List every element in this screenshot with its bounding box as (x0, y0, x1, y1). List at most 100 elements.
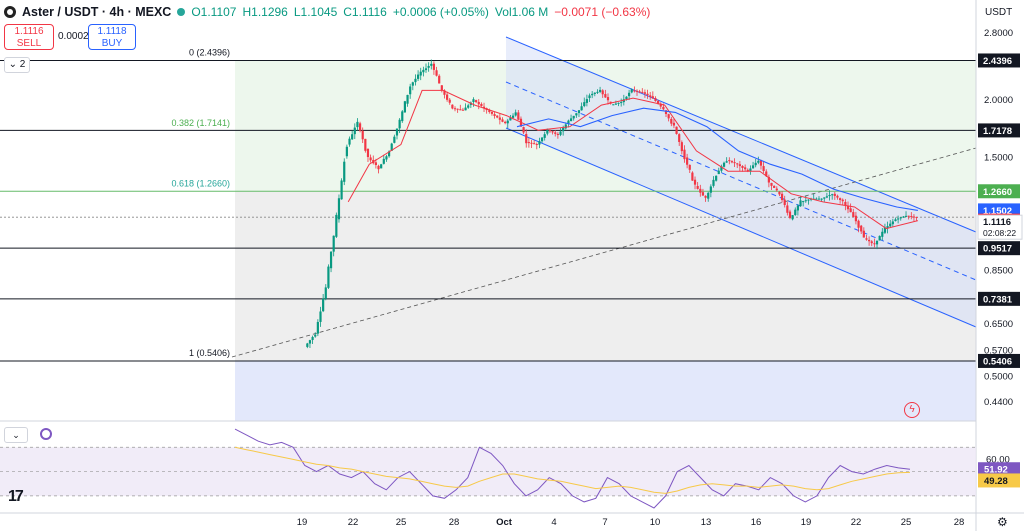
candle-body (493, 114, 496, 117)
candle-body (577, 110, 581, 114)
rsi-ma-tag-bg (978, 473, 1020, 488)
candle-body (678, 134, 681, 142)
ohlc-high: H1.1296 (242, 5, 288, 19)
candle-body (672, 122, 676, 126)
candle-body (846, 205, 850, 210)
level-tag-3-bg (978, 241, 1020, 256)
time-axis[interactable]: 19 22 25 28 Oct 4 7 10 13 16 19 22 25 28 (297, 517, 965, 528)
candle-body (883, 227, 887, 233)
candle-body (854, 215, 858, 222)
y-tick-label-2: 1.5000 (984, 152, 1013, 163)
candle-body (804, 200, 807, 202)
candle-body (675, 126, 678, 134)
gear-icon[interactable]: ⚙ (997, 515, 1008, 529)
candle-body (435, 70, 438, 76)
candle-body (754, 162, 757, 166)
candle-body (791, 215, 794, 220)
candle-body (670, 118, 673, 124)
candle-body (533, 143, 536, 145)
x-tick-label-1: 22 (348, 517, 359, 528)
candle-body (852, 212, 855, 217)
symbol-title[interactable]: Aster / USDT · 4h · MEXC (22, 5, 172, 19)
candle-body (329, 251, 333, 269)
fib-label-0: 0 (2.4396) (189, 47, 230, 57)
candle-body (765, 171, 768, 177)
candle-body (686, 157, 689, 165)
ma-long-line (516, 107, 918, 211)
rsi-settings-icon[interactable] (40, 428, 52, 440)
candle-body (831, 194, 834, 196)
currency-label[interactable]: USDT (985, 7, 1013, 18)
sell-button[interactable]: 1.1116 SELL (4, 24, 54, 50)
volume-change: −0.0071 (−0.63%) (554, 5, 651, 19)
candle-body (620, 102, 623, 104)
candle-body (651, 96, 654, 99)
candle-body (393, 136, 396, 143)
candle-body (403, 101, 407, 113)
x-tick-label-3: 28 (449, 517, 460, 528)
channel-lower-line (505, 127, 977, 328)
candle-body (382, 158, 385, 164)
candle-body (680, 142, 683, 152)
candle-body (564, 124, 567, 129)
candle-body (583, 102, 586, 107)
x-tick-label-13: 28 (954, 517, 965, 528)
y-tick-label-1: 2.0000 (984, 95, 1013, 106)
candle-body (630, 89, 633, 93)
candle-body (477, 101, 480, 105)
candle-body (744, 167, 747, 170)
candle-body (562, 127, 565, 132)
candle-body (598, 89, 602, 92)
candle-body (482, 106, 486, 109)
level-tag-1-bg (978, 123, 1020, 138)
candle-body (548, 130, 552, 132)
indicators-toggle[interactable]: ⌄ 2 (4, 57, 30, 73)
candle-body (904, 215, 908, 217)
candle-body (540, 137, 544, 142)
candle-body (633, 90, 636, 92)
buy-price: 1.1118 (97, 26, 127, 37)
candle-body (554, 132, 557, 134)
candle-body (506, 120, 509, 124)
candle-body (501, 119, 504, 122)
candle-body (546, 128, 549, 134)
candle-body (910, 216, 913, 218)
rsi-tick-0: 60.00 (986, 454, 1010, 465)
x-tick-label-7: 10 (650, 517, 661, 528)
rsi-collapse-toggle[interactable]: ⌄ (4, 427, 28, 443)
candle-body (807, 199, 810, 201)
fib-zone-lower (235, 360, 976, 421)
horizontal-levels[interactable] (0, 59, 976, 362)
candle-body (728, 160, 731, 162)
candle-body (504, 121, 507, 124)
candle-body (585, 99, 588, 103)
alert-bolt-icon[interactable]: ϟ (904, 402, 920, 418)
buy-button[interactable]: 1.1118 BUY (88, 24, 136, 50)
candle-body (511, 115, 515, 118)
candle-body (366, 148, 370, 158)
sell-price: 1.1116 (14, 26, 44, 37)
candle-body (833, 193, 836, 196)
candle-body (612, 104, 615, 106)
candle-body (699, 188, 702, 193)
candle-body (390, 143, 393, 151)
candle-body (654, 98, 657, 102)
candle-body (870, 241, 873, 244)
candle-body (467, 105, 470, 108)
candle-body (823, 197, 826, 199)
candle-body (411, 82, 414, 86)
y-tick-label-0: 2.8000 (984, 28, 1013, 39)
level-tag-5: 0.5406 (983, 356, 1012, 367)
rsi-tag-bg (978, 462, 1020, 477)
candle-body (894, 219, 897, 222)
candle-body (683, 149, 686, 160)
candle-body (596, 91, 599, 93)
tradingview-logo-icon[interactable]: 17 (8, 488, 24, 505)
regression-channel[interactable] (231, 36, 977, 358)
x-tick-label-4: Oct (496, 517, 513, 528)
channel-mid-line (505, 81, 977, 281)
candle-body (488, 110, 491, 112)
